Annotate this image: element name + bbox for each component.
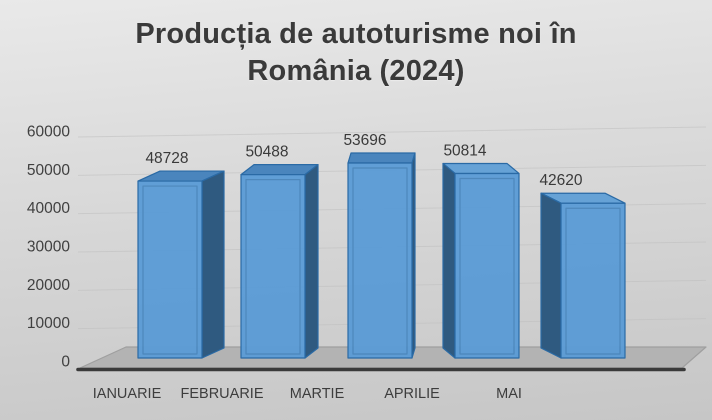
category-label-februarie: FEBRUARIE — [181, 386, 264, 402]
y-tick-40000: 40000 — [27, 200, 70, 217]
bar-aprilie — [454, 172, 520, 359]
chart-title-line-2: România (2024) — [247, 55, 465, 87]
category-label-aprilie: APRILIE — [384, 386, 440, 402]
chart-title: Producția de autoturisme noi în România … — [0, 16, 712, 90]
bar-ianuarie — [137, 180, 203, 359]
chart-title-line-1: Producția de autoturisme noi în — [135, 18, 577, 50]
y-tick-20000: 20000 — [27, 277, 70, 294]
bar-inner-edge-ianuarie — [142, 185, 198, 355]
bar-inner-edge-mai — [565, 207, 621, 355]
bar-top-face-aprilie — [442, 162, 520, 175]
value-label-mai: 42620 — [539, 172, 582, 189]
bar-mai — [560, 202, 626, 359]
y-tick-0: 0 — [61, 354, 70, 371]
bar-inner-edge-aprilie — [459, 177, 515, 355]
category-label-martie: MARTIE — [290, 386, 345, 402]
bar-side-face-mai — [540, 192, 562, 359]
value-label-februarie: 50488 — [245, 144, 288, 161]
gridline-60000 — [77, 126, 707, 138]
y-tick-30000: 30000 — [27, 239, 70, 256]
bar-side-face-februarie — [304, 164, 319, 359]
value-label-ianuarie: 48728 — [145, 150, 188, 167]
value-label-aprilie: 50814 — [443, 142, 486, 159]
y-tick-50000: 50000 — [27, 162, 70, 179]
bar-side-face-ianuarie — [201, 170, 225, 359]
category-label-ianuarie: IANUARIE — [93, 386, 162, 402]
bar-inner-edge-februarie — [245, 179, 301, 355]
y-tick-60000: 60000 — [27, 124, 70, 141]
y-tick-10000: 10000 — [27, 315, 70, 332]
bar-top-face-martie — [347, 152, 416, 164]
bar-side-face-aprilie — [442, 162, 456, 359]
bar-inner-edge-martie — [352, 167, 408, 355]
category-label-mai: MAI — [496, 386, 522, 402]
bar-martie — [347, 162, 413, 359]
bar-februarie — [240, 174, 306, 359]
value-label-martie: 53696 — [343, 132, 386, 149]
